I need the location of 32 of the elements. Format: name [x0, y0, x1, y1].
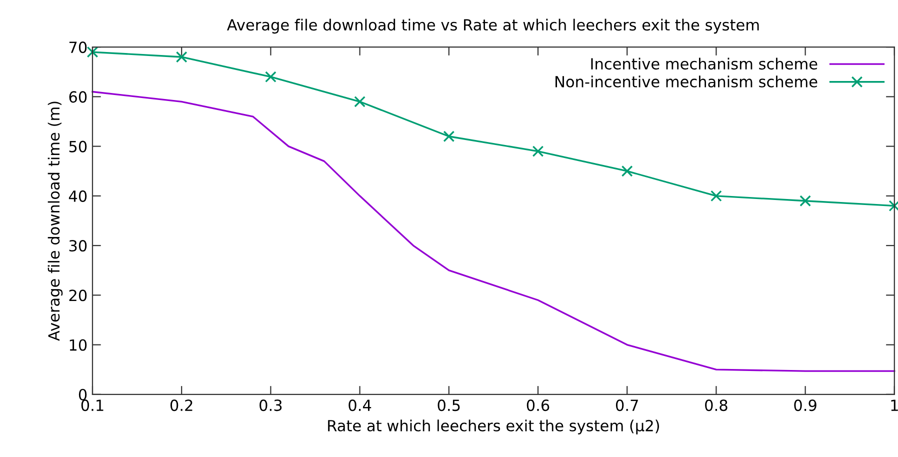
line-series — [92, 90, 896, 372]
y-tick-label: 20 — [69, 290, 87, 302]
point — [265, 71, 276, 83]
point — [354, 96, 366, 108]
legend-label: Incentive mechanism scheme — [591, 58, 818, 70]
legend-label: Non-incentive mechanism scheme — [556, 76, 818, 88]
point — [621, 165, 633, 177]
y-axis-title: Average file download time (m) — [48, 102, 63, 341]
y-tick-label: 70 — [69, 42, 87, 54]
y-tick-label: 50 — [69, 140, 87, 152]
x-tick-label: 0.3 — [260, 400, 282, 412]
point — [176, 51, 188, 63]
chart-title: Average file download time vs Rate at which leechers exit the system — [226, 18, 759, 34]
point — [800, 195, 812, 207]
x-tick-label: 0.8 — [705, 400, 728, 412]
y-tick-label: 10 — [70, 339, 87, 351]
x-tick-label: 0.4 — [348, 400, 372, 412]
point — [710, 190, 722, 202]
x-tick-label: 0.2 — [170, 400, 192, 412]
point — [443, 130, 455, 142]
x-tick-label: 0.6 — [526, 400, 550, 412]
x-axis-title: Rate at which leechers exit the system (μ2) — [328, 420, 659, 434]
x-tick-label: 0.7 — [616, 400, 638, 412]
y-tick-label: 0 — [78, 388, 87, 400]
y-tick-label: 30 — [69, 240, 87, 252]
x-tick-label: 1 — [891, 400, 898, 411]
x-tick-label: 0.9 — [794, 400, 816, 412]
x-tick-label: 0.1 — [81, 400, 104, 412]
y-tick-label: 60 — [69, 91, 87, 103]
point — [532, 146, 544, 157]
x-tick-label: 0.5 — [438, 400, 460, 412]
y-tick-label: 40 — [68, 190, 87, 202]
